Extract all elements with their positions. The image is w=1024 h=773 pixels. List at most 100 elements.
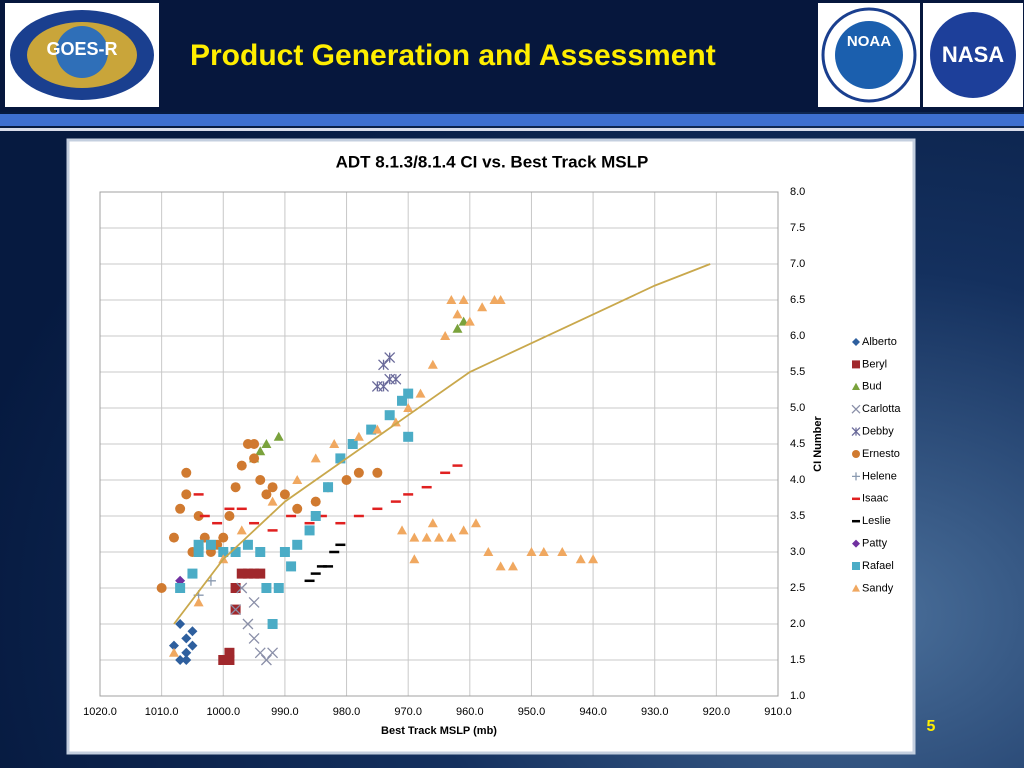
point bbox=[409, 532, 420, 542]
point bbox=[267, 496, 278, 506]
point bbox=[267, 482, 278, 493]
point bbox=[175, 503, 186, 514]
point bbox=[230, 604, 242, 616]
x-tick-label: 930.0 bbox=[641, 706, 669, 718]
point bbox=[236, 568, 247, 579]
noaa-logo: NOAA bbox=[818, 3, 920, 107]
point bbox=[384, 352, 396, 364]
x-tick-label: 970.0 bbox=[394, 706, 422, 718]
legend-label: Rafael bbox=[862, 560, 894, 572]
point bbox=[261, 439, 272, 448]
y-tick-label: 4.0 bbox=[790, 474, 805, 486]
point bbox=[372, 467, 383, 478]
legend-label: Beryl bbox=[862, 358, 887, 370]
goes-logo: GOES-R bbox=[5, 3, 159, 107]
point bbox=[236, 460, 247, 471]
point bbox=[175, 619, 186, 629]
point bbox=[273, 583, 284, 593]
point bbox=[588, 554, 599, 564]
x-tick-label: 950.0 bbox=[518, 706, 546, 718]
point bbox=[181, 647, 192, 658]
y-axis-label: CI Number bbox=[812, 415, 824, 471]
point bbox=[403, 431, 414, 442]
point bbox=[279, 547, 290, 557]
point bbox=[230, 482, 241, 493]
page-number: 5 bbox=[927, 718, 936, 735]
point bbox=[168, 532, 179, 543]
header-stripe bbox=[0, 114, 1024, 126]
point bbox=[187, 640, 198, 651]
point bbox=[218, 532, 229, 543]
point bbox=[403, 388, 414, 399]
y-tick-label: 4.5 bbox=[790, 438, 805, 450]
point bbox=[248, 632, 260, 644]
point bbox=[458, 525, 469, 535]
point bbox=[353, 431, 364, 441]
legend-label: Ernesto bbox=[862, 448, 900, 460]
nasa-logo: NASA bbox=[923, 3, 1023, 107]
y-tick-label: 7.0 bbox=[790, 258, 805, 270]
x-tick-label: 910.0 bbox=[764, 706, 792, 718]
point bbox=[267, 647, 279, 659]
point bbox=[248, 596, 260, 608]
y-tick-label: 3.0 bbox=[790, 546, 805, 558]
chart-panel bbox=[66, 138, 916, 755]
point bbox=[458, 295, 469, 304]
point bbox=[181, 655, 192, 665]
point bbox=[452, 309, 463, 319]
legend-marker bbox=[852, 360, 860, 369]
chart-title: ADT 8.1.3/8.1.4 CI vs. Best Track MSLP bbox=[336, 152, 649, 171]
x-tick-label: 920.0 bbox=[703, 706, 731, 718]
x-tick-label: 960.0 bbox=[456, 706, 484, 718]
point bbox=[181, 633, 192, 644]
point bbox=[397, 395, 408, 406]
point bbox=[292, 539, 303, 550]
point bbox=[409, 554, 420, 564]
point bbox=[440, 331, 451, 340]
point bbox=[249, 568, 260, 579]
legend-marker bbox=[852, 539, 860, 548]
point bbox=[236, 525, 247, 535]
point bbox=[575, 554, 586, 564]
point bbox=[353, 467, 364, 478]
logo-text: NASA bbox=[942, 42, 1004, 67]
point bbox=[175, 583, 186, 593]
point bbox=[286, 561, 297, 572]
point bbox=[335, 453, 346, 464]
y-tick-label: 5.5 bbox=[790, 366, 805, 378]
point bbox=[310, 453, 321, 463]
point bbox=[187, 568, 198, 579]
y-tick-label: 5.0 bbox=[790, 402, 805, 414]
point bbox=[273, 431, 284, 441]
slide-title: Product Generation and Assessment bbox=[190, 39, 716, 72]
point bbox=[224, 511, 235, 521]
point bbox=[292, 503, 303, 514]
legend-label: Sandy bbox=[862, 582, 894, 594]
point bbox=[538, 547, 549, 556]
point bbox=[255, 446, 266, 456]
x-tick-label: 1000.0 bbox=[206, 706, 240, 718]
x-tick-label: 980.0 bbox=[333, 706, 361, 718]
point bbox=[249, 453, 260, 464]
x-axis-label: Best Track MSLP (mb) bbox=[381, 725, 497, 737]
point bbox=[495, 561, 506, 571]
point bbox=[378, 380, 389, 392]
point bbox=[446, 295, 457, 304]
legend-marker bbox=[852, 382, 860, 390]
point bbox=[230, 547, 241, 557]
point bbox=[181, 467, 192, 478]
plot-frame bbox=[99, 191, 779, 697]
legend-label: Bud bbox=[862, 381, 882, 393]
point bbox=[384, 410, 395, 421]
y-tick-label: 3.5 bbox=[790, 510, 805, 522]
legend-marker bbox=[852, 472, 860, 481]
logo-text: GOES-R bbox=[46, 39, 117, 59]
point bbox=[175, 655, 186, 665]
point bbox=[193, 597, 204, 607]
point bbox=[310, 496, 321, 507]
point bbox=[304, 525, 315, 536]
point bbox=[255, 475, 266, 485]
point bbox=[260, 654, 272, 666]
point bbox=[495, 295, 506, 304]
